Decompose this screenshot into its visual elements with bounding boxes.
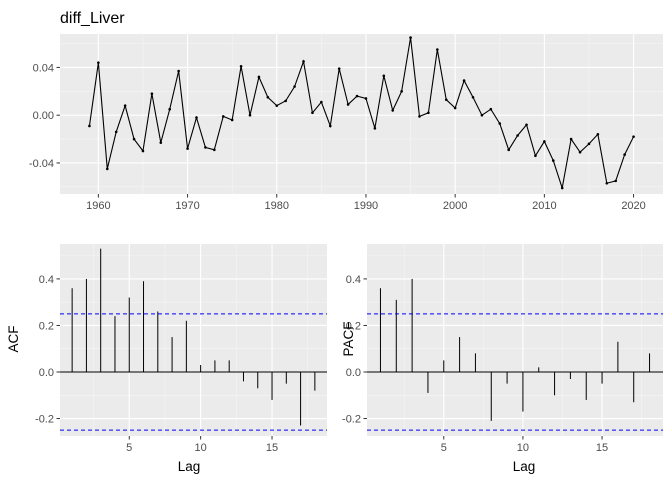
series-point bbox=[293, 85, 296, 88]
acf-x-tick-label: 5 bbox=[126, 442, 132, 454]
pacf-y-tick-label: -0.2 bbox=[342, 414, 361, 426]
series-point bbox=[177, 69, 180, 73]
series-point bbox=[159, 141, 163, 144]
series-point bbox=[364, 97, 368, 100]
series-point bbox=[204, 146, 207, 149]
series-point bbox=[489, 107, 493, 111]
series-point bbox=[266, 95, 270, 99]
series-point bbox=[507, 148, 510, 152]
pacf-y-tick-label: 0.0 bbox=[346, 367, 361, 379]
series-title: diff_Liver bbox=[60, 10, 125, 27]
series-point bbox=[275, 104, 279, 107]
series-point bbox=[150, 92, 154, 96]
series-point bbox=[114, 130, 118, 134]
pacf-y-tick-label: 0.2 bbox=[346, 320, 361, 332]
series-point bbox=[400, 90, 403, 93]
series-point bbox=[436, 48, 439, 51]
pacf-panel: 5 10 15 -0.2 0.0 0.2 0.4 bbox=[342, 244, 663, 454]
series-point bbox=[543, 140, 546, 143]
series-point bbox=[427, 111, 430, 115]
series-y-tick-label: 0.04 bbox=[33, 62, 54, 74]
acf-panel-background bbox=[60, 244, 327, 436]
pacf-y-tick-label: 0.4 bbox=[346, 274, 361, 286]
series-point bbox=[453, 106, 457, 110]
series-point bbox=[623, 153, 626, 156]
series-point bbox=[596, 132, 600, 136]
series-point bbox=[551, 159, 555, 162]
acf-x-tick-label: 10 bbox=[195, 442, 207, 454]
series-point bbox=[569, 137, 573, 141]
series-point bbox=[605, 181, 609, 185]
series-point bbox=[132, 137, 136, 141]
acf-y-tick-label: 0.0 bbox=[39, 367, 54, 379]
series-point bbox=[195, 116, 198, 119]
series-point bbox=[97, 61, 100, 64]
pacf-ylabel: PACF bbox=[341, 321, 356, 356]
series-x-tick-label: 1960 bbox=[86, 200, 110, 212]
series-point bbox=[239, 64, 243, 68]
pacf-x-tick-label: 5 bbox=[441, 442, 447, 454]
acf-x-tick-label: 15 bbox=[266, 442, 278, 454]
series-point bbox=[409, 36, 412, 39]
series-y-tick-label: 0.00 bbox=[33, 110, 54, 122]
series-point bbox=[560, 186, 564, 190]
series-point bbox=[587, 142, 591, 146]
series-point bbox=[578, 150, 582, 154]
series-point bbox=[471, 95, 475, 99]
series-x-tick-label: 1990 bbox=[354, 200, 378, 212]
series-point bbox=[230, 118, 234, 122]
series-panel: 1960 1970 1980 1990 2000 2010 2020 -0.04 0.00 0.0… bbox=[29, 34, 663, 212]
series-point bbox=[88, 124, 91, 128]
series-x-tick-label: 2010 bbox=[532, 200, 556, 212]
acf-y-tick-label: -0.2 bbox=[35, 414, 54, 426]
series-point bbox=[418, 115, 421, 118]
series-point bbox=[311, 111, 314, 115]
series-point bbox=[534, 154, 537, 158]
series-point bbox=[141, 149, 145, 153]
series-point bbox=[168, 107, 172, 111]
acf-xlabel: Lag bbox=[178, 459, 201, 474]
acf-y-tick-label: 0.2 bbox=[39, 320, 54, 332]
series-line bbox=[88, 37, 635, 189]
series-point bbox=[391, 109, 395, 112]
acf-panel: 5 10 15 -0.2 0.0 0.2 0.4 bbox=[35, 244, 327, 454]
series-point bbox=[480, 113, 484, 117]
series-point bbox=[444, 98, 448, 101]
series-x-tick-label: 1970 bbox=[175, 200, 199, 212]
acf-y-tick-label: 0.4 bbox=[39, 274, 54, 286]
series-y-tick-label: -0.04 bbox=[29, 158, 54, 170]
series-point bbox=[346, 103, 350, 106]
series-point bbox=[284, 99, 287, 103]
series-x-tick-label: 2000 bbox=[443, 200, 467, 212]
pacf-x-tick-label: 10 bbox=[517, 442, 529, 454]
series-point bbox=[632, 135, 635, 138]
series-point bbox=[123, 104, 127, 107]
series-point bbox=[337, 67, 341, 70]
series-point bbox=[302, 60, 305, 63]
series-point bbox=[498, 122, 502, 125]
series-point bbox=[614, 179, 618, 183]
series-point bbox=[462, 79, 466, 82]
series-panel-background bbox=[60, 34, 663, 194]
series-point bbox=[373, 127, 377, 130]
series-point bbox=[105, 167, 109, 171]
series-point bbox=[186, 147, 189, 150]
series-point bbox=[213, 148, 216, 152]
series-point bbox=[248, 113, 252, 117]
series-point bbox=[382, 74, 386, 78]
pacf-panel-background bbox=[367, 244, 663, 436]
series-x-tick-label: 2020 bbox=[621, 200, 645, 212]
series-x-tick-label: 1980 bbox=[265, 200, 289, 212]
series-point bbox=[328, 124, 332, 128]
series-point bbox=[221, 115, 225, 118]
series-point bbox=[516, 134, 519, 137]
pacf-xlabel: Lag bbox=[513, 459, 536, 474]
series-point bbox=[355, 94, 359, 98]
series-point bbox=[257, 75, 261, 79]
acf-ylabel: ACF bbox=[6, 326, 21, 353]
series-point bbox=[320, 100, 323, 104]
pacf-x-tick-label: 15 bbox=[596, 442, 608, 454]
series-point bbox=[525, 123, 528, 127]
